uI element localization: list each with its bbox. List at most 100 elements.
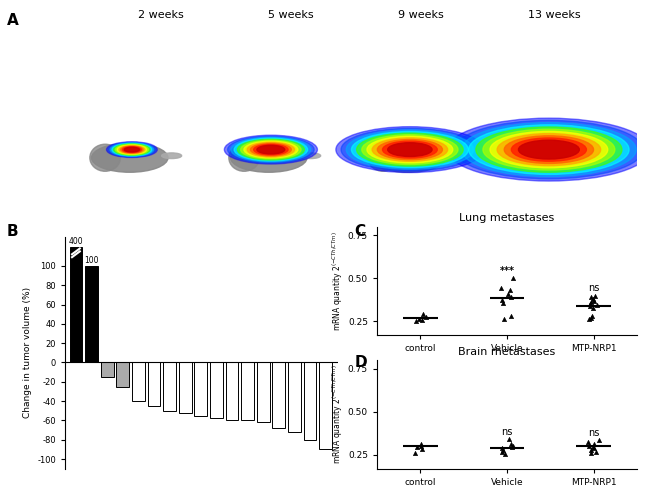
Point [588,443,598,451]
Ellipse shape [250,143,291,156]
Ellipse shape [439,249,460,256]
Ellipse shape [391,240,429,253]
Text: C: C [354,224,365,239]
Bar [194,362,207,416]
Ellipse shape [483,129,615,170]
Ellipse shape [124,147,140,152]
Ellipse shape [254,241,288,251]
Ellipse shape [114,144,150,155]
Ellipse shape [388,239,432,253]
Point [504,286,515,294]
Point [587,312,597,320]
Point [508,274,518,282]
Ellipse shape [341,129,478,171]
Y-axis label: mRNA quantity 2$^{(-CTh/CTm)}$: mRNA quantity 2$^{(-CTh/CTm)}$ [331,365,345,464]
Point [584,300,595,308]
Text: MTP-NRP1: MTP-NRP1 [44,141,53,186]
Ellipse shape [90,144,120,171]
Ellipse shape [396,242,424,250]
Ellipse shape [90,241,120,268]
Point [411,317,421,325]
Ellipse shape [301,153,320,159]
Point [584,315,595,323]
Point [586,314,596,322]
Text: Vehicle: Vehicle [44,47,53,79]
Ellipse shape [248,239,294,254]
Text: 13 weeks: 13 weeks [528,10,580,20]
Ellipse shape [374,235,445,258]
Ellipse shape [127,245,136,248]
Ellipse shape [240,140,301,159]
Ellipse shape [92,240,168,269]
Ellipse shape [528,240,569,253]
Ellipse shape [234,138,307,161]
Point [497,448,507,456]
Ellipse shape [231,240,307,269]
Ellipse shape [497,134,601,166]
Point [411,443,422,451]
Point [497,296,507,304]
Ellipse shape [336,127,484,172]
Ellipse shape [121,146,143,153]
Ellipse shape [454,120,644,179]
Text: B: B [6,224,18,239]
Ellipse shape [372,234,448,258]
Point [586,293,596,301]
Bar [70,246,83,362]
Ellipse shape [231,143,307,172]
Ellipse shape [486,227,612,266]
Point [498,446,508,454]
Ellipse shape [398,243,421,250]
Ellipse shape [377,236,443,257]
Ellipse shape [507,144,538,171]
Point [418,309,428,318]
Ellipse shape [385,239,435,254]
Bar [101,362,114,377]
Bar [132,362,145,401]
Ellipse shape [519,237,578,256]
Ellipse shape [122,147,141,153]
Bar [288,362,301,432]
Ellipse shape [229,144,259,171]
Bar [85,266,98,362]
Ellipse shape [578,249,599,256]
Bar [179,362,192,413]
Ellipse shape [252,240,290,253]
Ellipse shape [382,141,437,158]
Point [503,290,514,298]
Text: 5 weeks: 5 weeks [268,10,314,20]
Ellipse shape [123,243,141,249]
Ellipse shape [447,118,650,181]
Ellipse shape [125,244,138,248]
Point [583,438,593,446]
Ellipse shape [439,153,460,159]
Ellipse shape [512,138,586,161]
Ellipse shape [262,243,279,249]
Text: A: A [6,13,18,28]
Point [589,444,599,452]
Bar [116,362,129,387]
Ellipse shape [301,249,320,256]
Point [410,449,420,457]
Point [590,292,600,300]
Ellipse shape [122,243,142,249]
Bar [257,362,270,422]
Ellipse shape [247,142,294,157]
Point [584,442,594,450]
Point [417,316,427,324]
Ellipse shape [508,143,585,172]
Point [507,443,517,451]
Ellipse shape [393,241,426,251]
Bar [163,362,176,411]
Ellipse shape [500,231,597,262]
Title: Brain metastases: Brain metastases [458,347,556,357]
Bar [319,362,332,450]
Ellipse shape [246,238,296,254]
Point [497,444,507,452]
Ellipse shape [257,145,285,154]
Ellipse shape [578,153,599,159]
Point [496,284,506,292]
Text: D: D [354,355,367,370]
Ellipse shape [127,245,137,248]
Point [415,442,426,450]
